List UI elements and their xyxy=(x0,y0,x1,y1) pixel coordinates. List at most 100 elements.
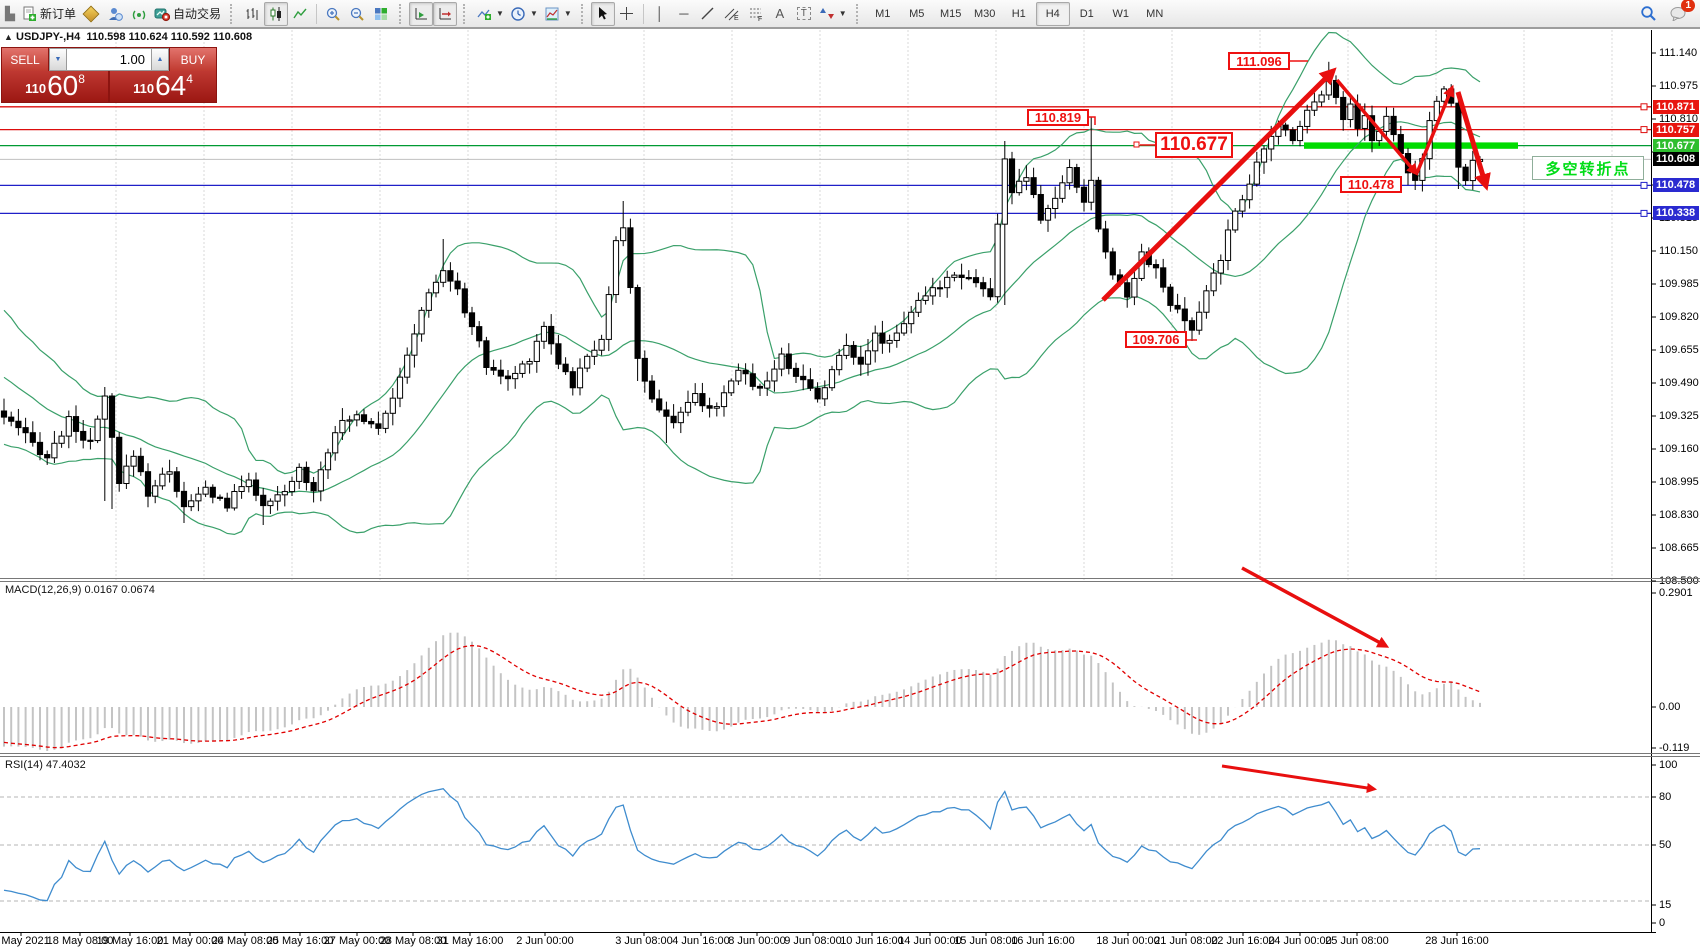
volume-decrease-button[interactable]: ▼ xyxy=(49,48,67,71)
rsi-tick-label: 15 xyxy=(1659,899,1672,911)
price-annotation-box[interactable]: 109.706 xyxy=(1125,331,1187,348)
time-tick-label: 24 Jun 00:00 xyxy=(1268,935,1332,947)
vertical-line-icon: │ xyxy=(655,6,664,21)
buy-price[interactable]: 110 64 4 xyxy=(110,71,216,102)
clock-icon xyxy=(511,6,525,21)
crosshair-icon xyxy=(620,7,634,20)
bar-chart-button[interactable] xyxy=(240,2,264,26)
indicators-button[interactable]: ▼ xyxy=(473,2,507,26)
time-tick-label: 31 May 16:00 xyxy=(436,935,504,947)
price-badge-110.338: 110.338 xyxy=(1653,206,1699,221)
volume-increase-button[interactable]: ▲ xyxy=(151,48,169,71)
horizontal-line-button[interactable]: ─ xyxy=(672,2,696,26)
search-button[interactable] xyxy=(1636,2,1660,26)
vertical-line-button[interactable]: │ xyxy=(648,2,672,26)
price-annotation-box[interactable]: 110.478 xyxy=(1340,176,1402,193)
timeframe-group: M1 M5 M15 M30 H1 H4 D1 W1 MN xyxy=(866,1,1172,26)
zoom-in-button[interactable] xyxy=(321,2,345,26)
market-person-icon xyxy=(109,7,123,21)
chart-window-icon: ▙ xyxy=(5,6,15,21)
new-order-icon xyxy=(23,6,36,21)
notifications-button[interactable]: 1 xyxy=(1666,0,1695,26)
timeframe-MN[interactable]: MN xyxy=(1146,7,1164,20)
new-order-button[interactable]: 新订单 xyxy=(18,2,79,26)
price-tick-label: 110.810 xyxy=(1659,113,1698,125)
signals-button[interactable] xyxy=(127,2,151,26)
market-button[interactable] xyxy=(103,2,127,26)
trendline-button[interactable] xyxy=(696,2,720,26)
new-order-label: 新订单 xyxy=(40,7,77,21)
fibonacci-icon: F xyxy=(749,8,762,21)
sell-button[interactable]: SELL xyxy=(2,48,49,71)
turning-point-note[interactable]: 多空转折点 xyxy=(1532,156,1644,180)
trend-arrow[interactable] xyxy=(1415,84,1455,174)
price-tick-label: 110.150 xyxy=(1659,245,1698,257)
macd-tick-label: 0.00 xyxy=(1659,701,1681,713)
trend-arrow[interactable] xyxy=(1335,78,1419,176)
arrows-tool-button[interactable]: ▼ xyxy=(816,2,850,26)
time-tick-label: 14 Jun 00:00 xyxy=(898,935,962,947)
one-click-trade-panel: SELL ▼ 1.00 ▲ BUY 110 60 8 110 64 4 xyxy=(2,48,216,102)
zoom-out-button[interactable] xyxy=(345,2,369,26)
time-tick-label: 28 Jun 16:00 xyxy=(1425,935,1489,947)
text-button[interactable]: A xyxy=(768,2,792,26)
trend-arrow[interactable] xyxy=(1221,764,1378,793)
equidistant-channel-button[interactable]: E xyxy=(720,2,744,26)
rsi-line xyxy=(3,787,1481,902)
autotrading-button[interactable]: 自动交易 xyxy=(151,2,224,26)
time-tick-label: 3 Jun 08:00 xyxy=(615,935,673,947)
time-tick-label: 16 Jun 16:00 xyxy=(1011,935,1075,947)
horizontal-line-icon: ─ xyxy=(679,6,689,21)
price-annotation-box[interactable]: 111.096 xyxy=(1228,52,1290,70)
fibonacci-button[interactable]: F xyxy=(744,2,768,26)
price-badge-110.871: 110.871 xyxy=(1653,99,1699,114)
timeframe-W1[interactable]: W1 xyxy=(1112,7,1129,20)
clipped-icon[interactable]: ▙ xyxy=(2,2,18,26)
time-tick-label: 22 Jun 16:00 xyxy=(1211,935,1275,947)
chevron-down-icon: ▼ xyxy=(529,9,538,18)
crosshair-button[interactable] xyxy=(615,2,639,26)
time-tick-label: 19 May 16:00 xyxy=(96,935,164,947)
trend-arrow[interactable] xyxy=(1241,566,1390,648)
timeframe-D1[interactable]: D1 xyxy=(1079,7,1094,20)
line-chart-button[interactable] xyxy=(288,2,312,26)
volume-input[interactable]: 1.00 xyxy=(67,48,151,71)
timeframe-M30[interactable]: M30 xyxy=(974,7,996,20)
bollinger-band xyxy=(3,158,1481,536)
one-click-collapse-icon[interactable]: ▲ xyxy=(4,32,13,42)
cursor-button[interactable] xyxy=(590,1,615,26)
timeframe-H4[interactable]: H4 xyxy=(1035,1,1070,26)
timeframe-M5[interactable]: M5 xyxy=(909,7,925,20)
time-tick-label: 8 Jun 00:00 xyxy=(728,935,786,947)
auto-scroll-button[interactable] xyxy=(409,1,434,26)
toolbar-grip xyxy=(580,3,587,24)
line-chart-icon xyxy=(293,8,307,18)
sell-price[interactable]: 110 60 8 xyxy=(2,71,108,102)
time-tick-label: 4 Jun 16:00 xyxy=(672,935,730,947)
timeframe-M1[interactable]: M1 xyxy=(875,7,891,20)
timeframe-M15[interactable]: M15 xyxy=(940,7,962,20)
candles xyxy=(0,61,1484,525)
symbol-timeframe: USDJPY-,H4 xyxy=(16,31,81,43)
chart-shift-button[interactable] xyxy=(433,1,458,26)
trend-arrow[interactable] xyxy=(1455,91,1491,191)
price-tick-label: 109.490 xyxy=(1659,377,1699,389)
price-annotation-box[interactable]: 110.677 xyxy=(1155,132,1233,158)
text-label-button[interactable]: T xyxy=(792,2,816,26)
buy-button[interactable]: BUY xyxy=(169,48,216,71)
periods-button[interactable]: ▼ xyxy=(507,2,541,26)
macd-tick-label: -0.119 xyxy=(1659,742,1690,754)
autotrading-icon xyxy=(154,8,171,21)
zoom-in-icon xyxy=(326,7,340,21)
arrows-tool-icon xyxy=(819,8,834,19)
timeframe-H1[interactable]: H1 xyxy=(1011,7,1026,20)
candlestick-chart-button[interactable] xyxy=(264,1,289,26)
templates-button[interactable]: ▼ xyxy=(541,2,575,26)
trend-arrow[interactable] xyxy=(1101,67,1337,302)
sell-price-big: 60 xyxy=(47,70,79,101)
price-tick-label: 108.995 xyxy=(1659,476,1699,488)
price-annotation-box[interactable]: 110.819 xyxy=(1027,109,1089,126)
tile-windows-button[interactable] xyxy=(369,2,393,26)
